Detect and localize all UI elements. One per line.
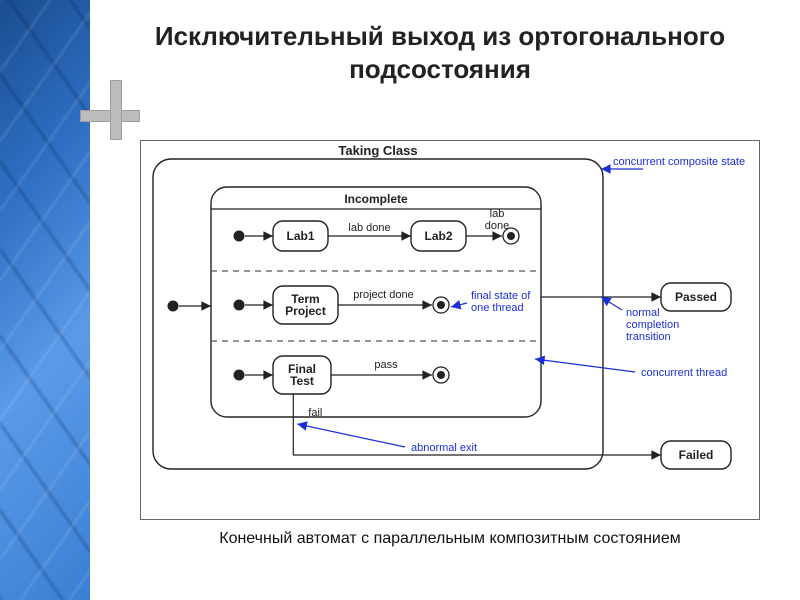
svg-text:lab: lab <box>490 208 505 220</box>
svg-text:abnormal exit: abnormal exit <box>411 442 477 454</box>
svg-text:final state of: final state of <box>471 290 531 302</box>
svg-text:Test: Test <box>290 374 314 388</box>
svg-text:Taking Class: Taking Class <box>338 143 417 158</box>
svg-text:lab done: lab done <box>348 222 390 234</box>
svg-text:pass: pass <box>374 359 398 371</box>
svg-text:one thread: one thread <box>471 302 524 314</box>
svg-text:concurrent thread: concurrent thread <box>641 367 727 379</box>
svg-text:transition: transition <box>626 331 671 343</box>
svg-text:Passed: Passed <box>675 290 717 304</box>
svg-text:Failed: Failed <box>679 448 714 462</box>
decorative-sidebar <box>0 0 90 600</box>
svg-text:completion: completion <box>626 319 679 331</box>
svg-text:Project: Project <box>285 304 326 318</box>
svg-text:Incomplete: Incomplete <box>344 192 408 206</box>
svg-text:Lab2: Lab2 <box>424 229 452 243</box>
slide-title: Исключительный выход из ортогонального п… <box>100 20 780 85</box>
svg-text:Lab1: Lab1 <box>286 229 314 243</box>
diagram-caption: Конечный автомат с параллельным композит… <box>140 530 760 548</box>
svg-text:concurrent composite state: concurrent composite state <box>613 156 745 168</box>
svg-text:fail: fail <box>308 407 322 419</box>
svg-text:normal: normal <box>626 307 660 319</box>
svg-text:done: done <box>485 220 509 232</box>
svg-text:project done: project done <box>353 289 414 301</box>
statechart-diagram: Taking ClassIncompleteLab1Lab2TermProjec… <box>140 140 760 520</box>
